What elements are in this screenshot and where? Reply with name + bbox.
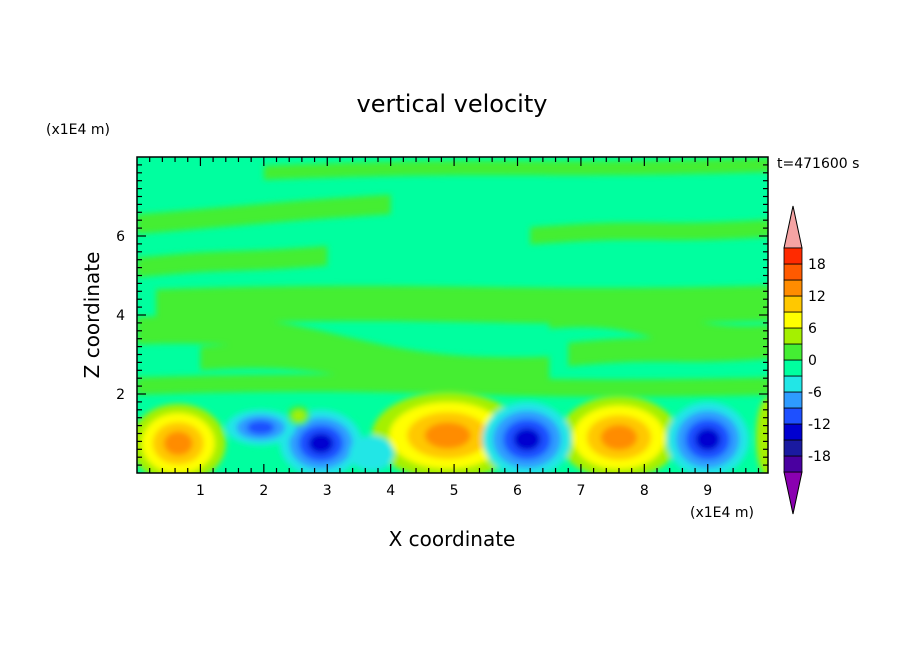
chart-title: vertical velocity bbox=[357, 90, 548, 118]
weak-updraft-bands bbox=[137, 157, 768, 397]
colorbar-swatch bbox=[783, 359, 803, 377]
colorbar-tick-label: -18 bbox=[808, 449, 831, 465]
colorbar-under-arrow bbox=[783, 471, 803, 515]
cell-contour bbox=[513, 428, 541, 451]
cell-contour bbox=[292, 410, 306, 422]
x-tick-label: 4 bbox=[386, 483, 395, 499]
edge-updraft bbox=[756, 397, 768, 473]
green-band bbox=[137, 245, 328, 278]
colorbar-swatch bbox=[783, 327, 803, 345]
colorbar-over-arrow bbox=[783, 205, 803, 249]
colorbar-swatch bbox=[783, 295, 803, 313]
x-tick-label: 6 bbox=[513, 483, 522, 499]
colorbar-tick-label: -6 bbox=[808, 385, 822, 401]
colorbar-swatch bbox=[783, 439, 803, 457]
colorbar-swatch bbox=[783, 375, 803, 393]
cell-contour bbox=[308, 433, 334, 454]
contour-field bbox=[137, 157, 768, 473]
y-tick-label: 6 bbox=[116, 229, 125, 245]
colorbar-tick-label: 18 bbox=[808, 257, 826, 273]
time-label: t=471600 s bbox=[777, 156, 859, 172]
y-tick-label: 4 bbox=[116, 308, 125, 324]
colorbar-tick-label: 0 bbox=[808, 353, 817, 369]
cell-contour bbox=[424, 422, 471, 449]
colorbar-swatch bbox=[783, 247, 803, 265]
colorbar-swatch bbox=[783, 391, 803, 409]
axis-ticks: 1 2 3 4 5 6 7 8 9 2 4 6 bbox=[116, 157, 768, 499]
x-tick-label: 3 bbox=[323, 483, 332, 499]
colorbar-swatch bbox=[783, 455, 803, 473]
green-band bbox=[568, 334, 768, 367]
green-band bbox=[137, 194, 391, 235]
colorbar-tick-label: 6 bbox=[808, 321, 817, 337]
x-unit-label: (x1E4 m) bbox=[690, 505, 754, 521]
colorbar-swatch bbox=[783, 423, 803, 441]
colorbar: 18 12 6 0 -6 -12 -18 bbox=[783, 205, 831, 515]
green-band bbox=[530, 219, 768, 245]
colorbar-swatch bbox=[783, 311, 803, 329]
x-tick-label: 1 bbox=[196, 483, 205, 499]
cell-contour bbox=[600, 424, 638, 450]
y-unit-label: (x1E4 m) bbox=[46, 122, 110, 138]
colorbar-swatch bbox=[783, 279, 803, 297]
cell-contour bbox=[246, 420, 275, 435]
colorbar-swatch bbox=[783, 407, 803, 425]
y-tick-label: 2 bbox=[116, 387, 125, 403]
colorbar-swatch bbox=[783, 263, 803, 281]
lower-cells bbox=[137, 392, 768, 473]
x-tick-label: 5 bbox=[450, 483, 459, 499]
y-axis-label: Z coordinate bbox=[80, 252, 104, 379]
cell-contour bbox=[695, 428, 721, 451]
green-band bbox=[137, 374, 768, 397]
green-band bbox=[200, 344, 486, 384]
x-axis-label: X coordinate bbox=[389, 527, 516, 551]
green-band bbox=[263, 157, 768, 180]
x-tick-label: 2 bbox=[259, 483, 268, 499]
colorbar-swatch bbox=[783, 343, 803, 361]
colorbar-tick-label: -12 bbox=[808, 417, 831, 433]
cell-contour bbox=[163, 431, 193, 456]
x-tick-label: 7 bbox=[576, 483, 585, 499]
colorbar-tick-label: 12 bbox=[808, 289, 826, 305]
x-tick-label: 9 bbox=[703, 483, 712, 499]
x-tick-label: 8 bbox=[640, 483, 649, 499]
cell-contour bbox=[349, 435, 394, 472]
